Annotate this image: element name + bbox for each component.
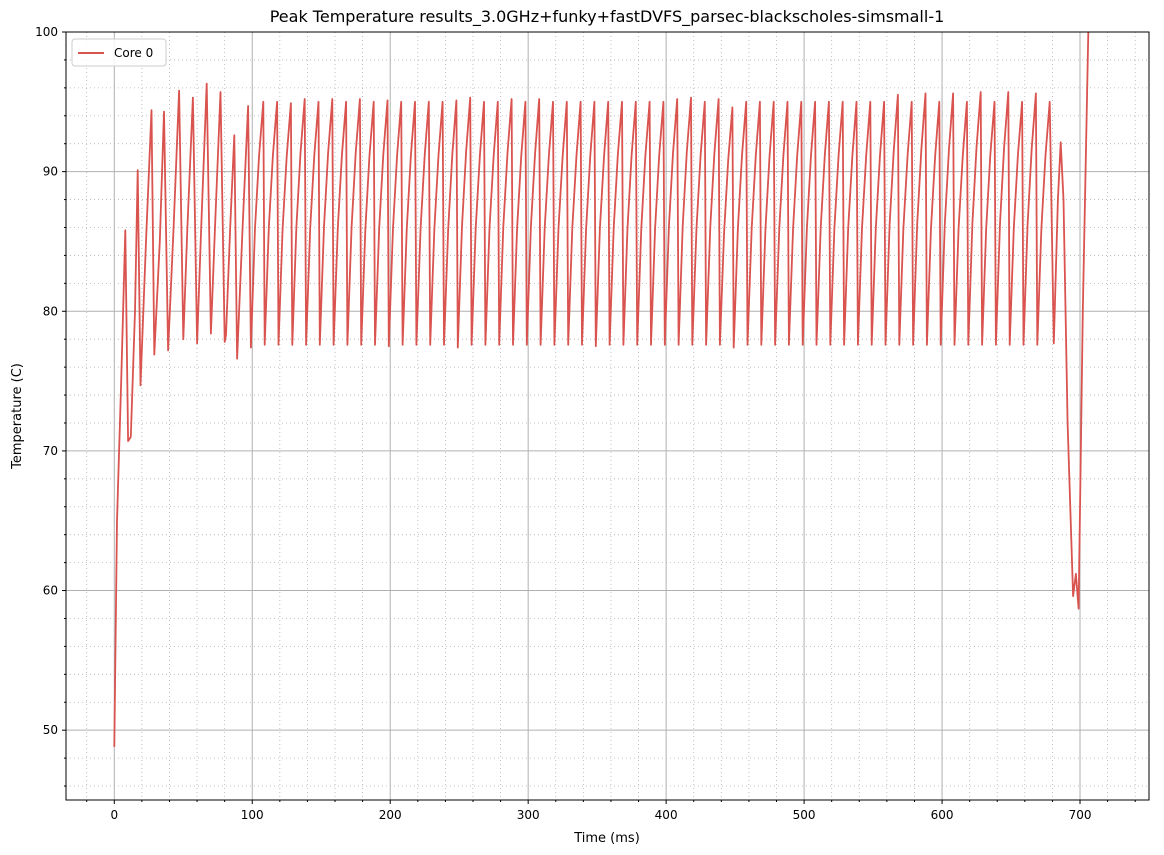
- y-tick-label: 90: [43, 165, 58, 179]
- y-tick-label: 50: [43, 723, 58, 737]
- x-tick-label: 400: [655, 808, 678, 822]
- x-tick-label: 600: [931, 808, 954, 822]
- major-grid: [66, 31, 1149, 800]
- series-layer: [113, 32, 1090, 747]
- legend: Core 0: [71, 38, 167, 67]
- x-tick-label: 300: [517, 808, 540, 822]
- minor-grid: [66, 32, 1149, 800]
- legend-label: Core 0: [114, 46, 153, 60]
- y-tick-label: 100: [35, 25, 58, 39]
- y-tick-label: 60: [43, 584, 58, 598]
- x-tick-label: 500: [793, 808, 816, 822]
- x-tick-label: 700: [1069, 808, 1092, 822]
- x-axis-label: Time (ms): [573, 831, 640, 846]
- y-tick-label: 70: [43, 444, 58, 458]
- x-tick-label: 100: [241, 808, 264, 822]
- chart-title: Peak Temperature results_3.0GHz+funky+fa…: [270, 7, 945, 27]
- ticks-layer: 0 100 200 300 400 500 600 700 50 60 70 80 90 100: [35, 25, 1136, 822]
- legend-box: [71, 38, 167, 67]
- x-tick-label: 200: [379, 808, 402, 822]
- y-tick-label: 80: [43, 304, 58, 318]
- x-tick-label: 0: [110, 808, 118, 822]
- series-line-core-0: [113, 32, 1090, 747]
- plot-frame: [65, 31, 1150, 801]
- y-axis-label: Temperature (C): [10, 363, 25, 470]
